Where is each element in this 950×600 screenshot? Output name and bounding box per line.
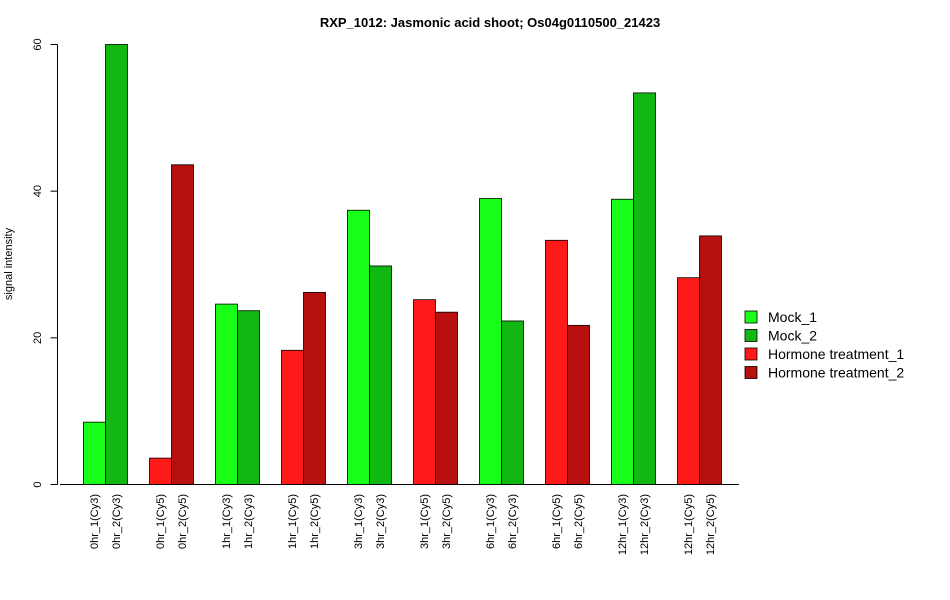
legend: Mock_1 Mock_2 Hormone treatment_1 Hormone t… [744,309,904,381]
x-tick-label: 12hr_1(Cy3) [617,494,629,555]
bar [171,164,194,485]
x-tick-label: 6hr_2(Cy3) [507,494,519,549]
x-tick-label: 1hr_1(Cy5) [287,494,299,549]
legend-label: Hormone treatment_2 [768,365,904,381]
bar [633,92,656,485]
x-tick-label: 0hr_2(Cy5) [177,494,189,549]
y-tick-label: 40 [32,185,44,197]
x-tick-label: 1hr_2(Cy3) [243,494,255,549]
legend-label: Mock_2 [768,328,817,344]
x-tick-label: 3hr_1(Cy3) [353,494,365,549]
y-tick-label: 0 [32,481,44,487]
x-tick-label: 6hr_1(Cy5) [551,494,563,549]
category-labels: 0hr_1(Cy3) 0hr_2(Cy3) 0hr_1(Cy5) 0hr_2(Cy5)… [89,494,717,555]
x-tick-label: 0hr_1(Cy5) [155,494,167,549]
x-tick-label: 12hr_2(Cy5) [705,494,717,555]
legend-label: Hormone treatment_1 [768,346,904,362]
bar [281,349,304,485]
x-tick-label: 1hr_2(Cy5) [309,494,321,549]
x-tick-label: 3hr_2(Cy3) [375,494,387,549]
bar [677,277,700,485]
bar [567,324,590,485]
x-tick-label: 12hr_1(Cy5) [683,494,695,555]
x-tick-label: 0hr_2(Cy3) [111,494,123,549]
legend-swatch [744,347,758,361]
bar [545,239,568,485]
x-tick-label: 6hr_2(Cy5) [573,494,585,549]
y-axis-label: signal intensity [3,227,15,300]
bar [83,421,106,485]
legend-swatch [744,329,758,342]
bar [149,457,172,485]
bar [303,291,326,485]
bar [369,265,392,485]
bar [215,303,238,485]
bar [479,198,502,485]
x-tick-label: 1hr_1(Cy3) [221,494,233,549]
legend-swatch [744,310,758,324]
y-tick-label: 20 [32,332,44,344]
bar [347,209,370,485]
x-tick-label: 0hr_1(Cy3) [89,494,101,549]
bar [699,235,722,485]
bars [83,44,722,485]
bar [501,320,524,485]
y-axis: 0 20 40 60 [32,38,58,488]
x-tick-label: 12hr_2(Cy3) [639,494,651,555]
bar [237,310,260,485]
bar [435,311,458,485]
legend-swatch [744,366,758,379]
x-tick-label: 3hr_2(Cy5) [441,494,453,549]
x-tick-label: 3hr_1(Cy5) [419,494,431,549]
x-tick-label: 6hr_1(Cy3) [485,494,497,549]
bar [413,299,436,485]
chart-title: RXP_1012: Jasmonic acid shoot; Os04g0110… [320,15,660,30]
y-tick-label: 60 [32,38,44,50]
bar [611,198,634,485]
legend-label: Mock_1 [768,309,817,325]
bar [105,44,128,485]
